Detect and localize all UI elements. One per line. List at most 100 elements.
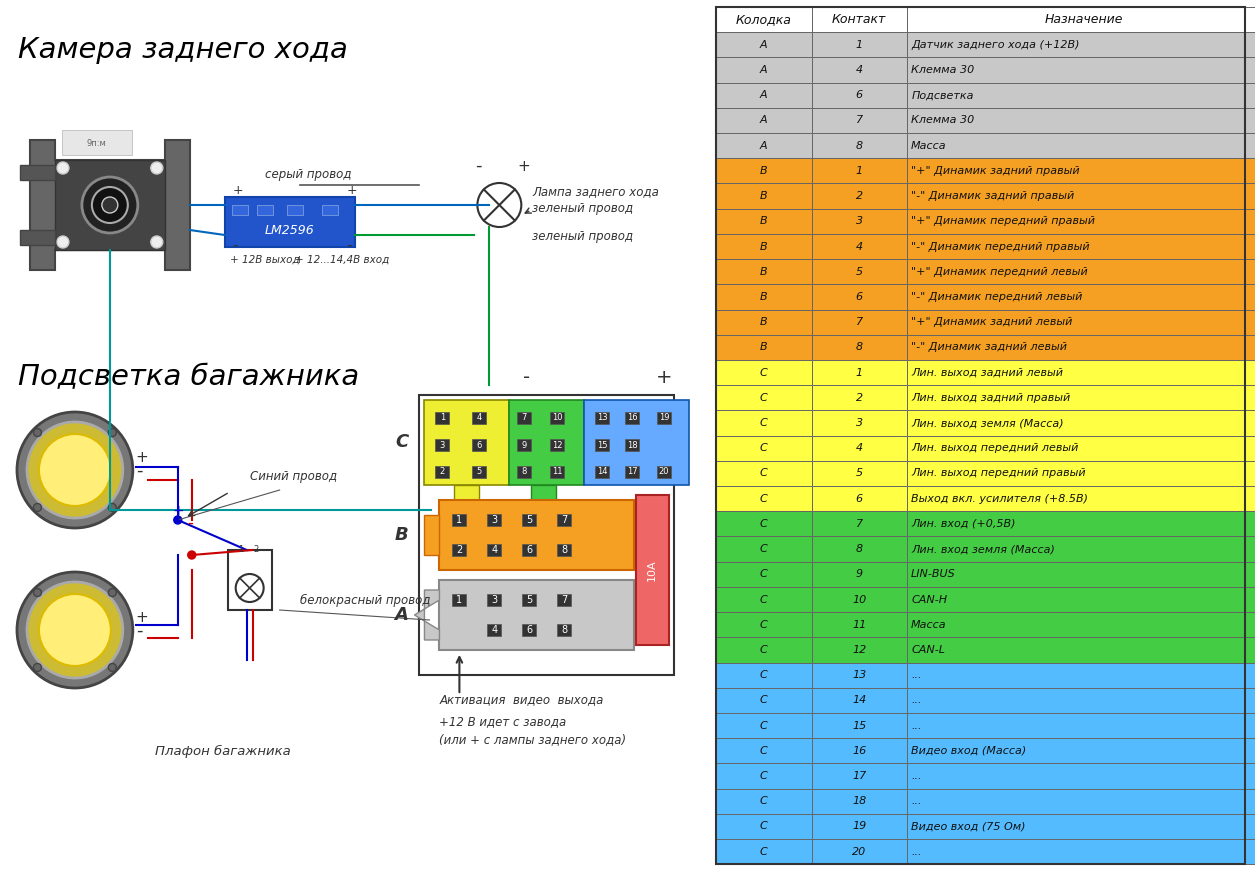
Bar [717, 7, 812, 32]
Bar [717, 839, 812, 864]
Bar [531, 485, 556, 500]
Bar [522, 514, 536, 526]
Bar [717, 637, 812, 663]
Text: Видео вход (75 Ом): Видео вход (75 Ом) [911, 821, 1025, 831]
Text: A: A [761, 65, 768, 75]
Polygon shape [414, 590, 439, 640]
Text: B: B [761, 191, 768, 201]
Circle shape [92, 187, 128, 223]
Bar [717, 410, 812, 436]
Bar [907, 713, 1255, 739]
Text: A: A [761, 115, 768, 126]
Text: +: + [136, 610, 148, 625]
Text: B: B [761, 292, 768, 302]
Bar [907, 158, 1255, 183]
Circle shape [102, 197, 118, 213]
Text: 6: 6 [526, 625, 532, 635]
Bar [907, 839, 1255, 864]
Text: 8: 8 [522, 468, 527, 477]
Circle shape [108, 588, 117, 596]
Text: A: A [761, 90, 768, 100]
Text: Лин. вход (+0,5В): Лин. вход (+0,5В) [911, 519, 1015, 529]
Text: "+" Динамик передний левый: "+" Динамик передний левый [911, 267, 1088, 277]
Bar [812, 839, 907, 864]
Text: C: C [761, 569, 768, 580]
Bar [557, 624, 571, 636]
Text: 3: 3 [491, 595, 497, 605]
Text: 4: 4 [477, 414, 482, 423]
Text: +: + [173, 504, 184, 518]
Text: 6: 6 [856, 90, 862, 100]
Text: Назначение: Назначение [1044, 13, 1123, 26]
Text: 3: 3 [439, 441, 446, 450]
Text: 13: 13 [597, 414, 607, 423]
Text: Масса: Масса [911, 141, 946, 151]
Bar [717, 561, 812, 587]
Bar [812, 764, 907, 788]
Text: ...: ... [911, 696, 921, 705]
Text: Датчик заднего хода (+12В): Датчик заднего хода (+12В) [911, 40, 1079, 50]
Text: C: C [761, 771, 768, 781]
Text: +: + [346, 184, 358, 197]
Text: +: + [656, 368, 673, 387]
Text: C: C [761, 645, 768, 655]
Text: C: C [761, 796, 768, 807]
Text: 4: 4 [491, 545, 497, 555]
Text: 1: 1 [457, 515, 462, 525]
Text: зеленый провод: зеленый провод [532, 202, 634, 215]
Circle shape [26, 582, 123, 678]
Bar [550, 439, 565, 451]
Text: 18: 18 [852, 796, 866, 807]
Bar [522, 624, 536, 636]
Text: 11: 11 [852, 620, 866, 629]
Text: 2: 2 [856, 191, 862, 201]
Bar [522, 544, 536, 556]
Bar [658, 466, 671, 478]
Bar [636, 495, 669, 645]
Text: 5: 5 [856, 267, 862, 277]
Bar [907, 107, 1255, 133]
Bar [435, 466, 449, 478]
Text: -: - [187, 514, 192, 532]
Circle shape [477, 183, 521, 227]
Bar [717, 537, 812, 561]
Bar [812, 310, 907, 334]
Text: 8: 8 [856, 544, 862, 554]
Text: 20: 20 [659, 468, 669, 477]
Text: Лин. выход передний правый: Лин. выход передний правый [911, 469, 1086, 478]
Text: B: B [394, 526, 408, 544]
Bar [585, 400, 689, 485]
Bar [812, 58, 907, 83]
Bar [225, 197, 354, 247]
Text: Клемма 30: Клемма 30 [911, 115, 974, 126]
Text: C: C [761, 821, 768, 831]
Bar [907, 512, 1255, 537]
Text: 7: 7 [856, 115, 862, 126]
Polygon shape [30, 140, 190, 270]
Bar [907, 183, 1255, 209]
Bar [812, 587, 907, 612]
Bar [419, 395, 674, 675]
Bar [812, 234, 907, 259]
Bar [907, 739, 1255, 764]
Bar [20, 230, 55, 245]
Bar [286, 205, 302, 215]
Circle shape [18, 412, 133, 528]
Text: 6: 6 [477, 441, 482, 450]
Text: 20: 20 [852, 847, 866, 856]
Bar [717, 385, 812, 410]
Bar [812, 7, 907, 32]
Text: 14: 14 [597, 468, 607, 477]
Bar [812, 537, 907, 561]
Text: + 12В выход: + 12В выход [230, 255, 300, 265]
Bar [907, 32, 1255, 58]
Bar [812, 385, 907, 410]
Text: 15: 15 [852, 720, 866, 731]
Bar [487, 514, 501, 526]
Text: A: A [761, 141, 768, 151]
Bar [907, 310, 1255, 334]
Text: B: B [761, 342, 768, 353]
Text: 8: 8 [561, 545, 567, 555]
Bar [717, 183, 812, 209]
Text: 16: 16 [626, 414, 638, 423]
